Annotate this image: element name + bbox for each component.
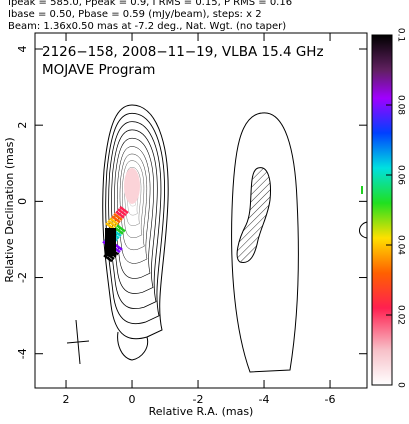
pol-vectors [102, 206, 129, 263]
pol-vector [113, 212, 123, 221]
pol-vector [109, 217, 119, 226]
contour [117, 331, 149, 361]
plot-frame [34, 32, 368, 389]
colorbar-tick-label: 0.04 [396, 235, 406, 255]
x-tick-label: -2 [193, 393, 204, 406]
pol-vector [111, 215, 121, 224]
y-tick-label: 0 [16, 198, 29, 205]
colorbar-tick-label: 0.08 [396, 95, 406, 115]
colorbar-tick-label: 0.02 [396, 305, 406, 325]
contour [102, 104, 169, 340]
y-axis-label: Relative Declination (mas) [3, 137, 16, 282]
header-line: Beam: 1.36x0.50 mas at -7.2 deg., Nat. W… [8, 21, 286, 32]
y-tick-label: 2 [16, 122, 29, 129]
pol-vector [114, 226, 124, 235]
x-tick-label: -4 [259, 393, 270, 406]
contour [111, 129, 158, 294]
contour [231, 112, 299, 373]
beam [66, 319, 90, 365]
pol-vector [107, 219, 117, 228]
pol-vector [116, 224, 126, 233]
header-line: Ibase = 0.50, Pbase = 0.59 (mJy/beam), s… [8, 9, 262, 20]
contour [359, 221, 368, 239]
hatched-region [236, 167, 271, 264]
colorbar-tick-label: 0.1 [396, 28, 406, 42]
contour [114, 137, 154, 279]
beam-minor [66, 340, 90, 344]
y-tick-label: -2 [16, 272, 29, 283]
pol-vector [119, 206, 129, 214]
pol-blob [105, 228, 116, 256]
contour [119, 153, 147, 251]
y-tick-label: 4 [16, 45, 29, 52]
header-line: Ipeak = 585.0, Ppeak = 0.9, I RMS = 0.15… [8, 0, 292, 8]
contour [117, 146, 151, 264]
contour [108, 121, 162, 309]
annotation: MOJAVE Program [42, 62, 155, 78]
colorbar-tick-label: 0 [396, 382, 406, 388]
contour [122, 160, 145, 238]
x-tick-label: -6 [325, 393, 336, 406]
x-axis-label: Relative R.A. (mas) [149, 405, 254, 418]
y-tick-label: -4 [16, 348, 29, 359]
contours [102, 104, 169, 361]
colorbar-tick-label: 0.06 [396, 165, 406, 185]
contour [105, 112, 165, 325]
pol-vector [103, 254, 113, 263]
pol-vector [117, 208, 127, 217]
pol-vector [115, 210, 125, 219]
core-fill [124, 168, 140, 204]
annotation: 2126−158, 2008−11−19, VLBA 15.4 GHz [42, 44, 324, 60]
x-tick-label: 0 [129, 393, 136, 406]
colorbar [371, 34, 393, 386]
x-tick-label: 2 [63, 393, 70, 406]
